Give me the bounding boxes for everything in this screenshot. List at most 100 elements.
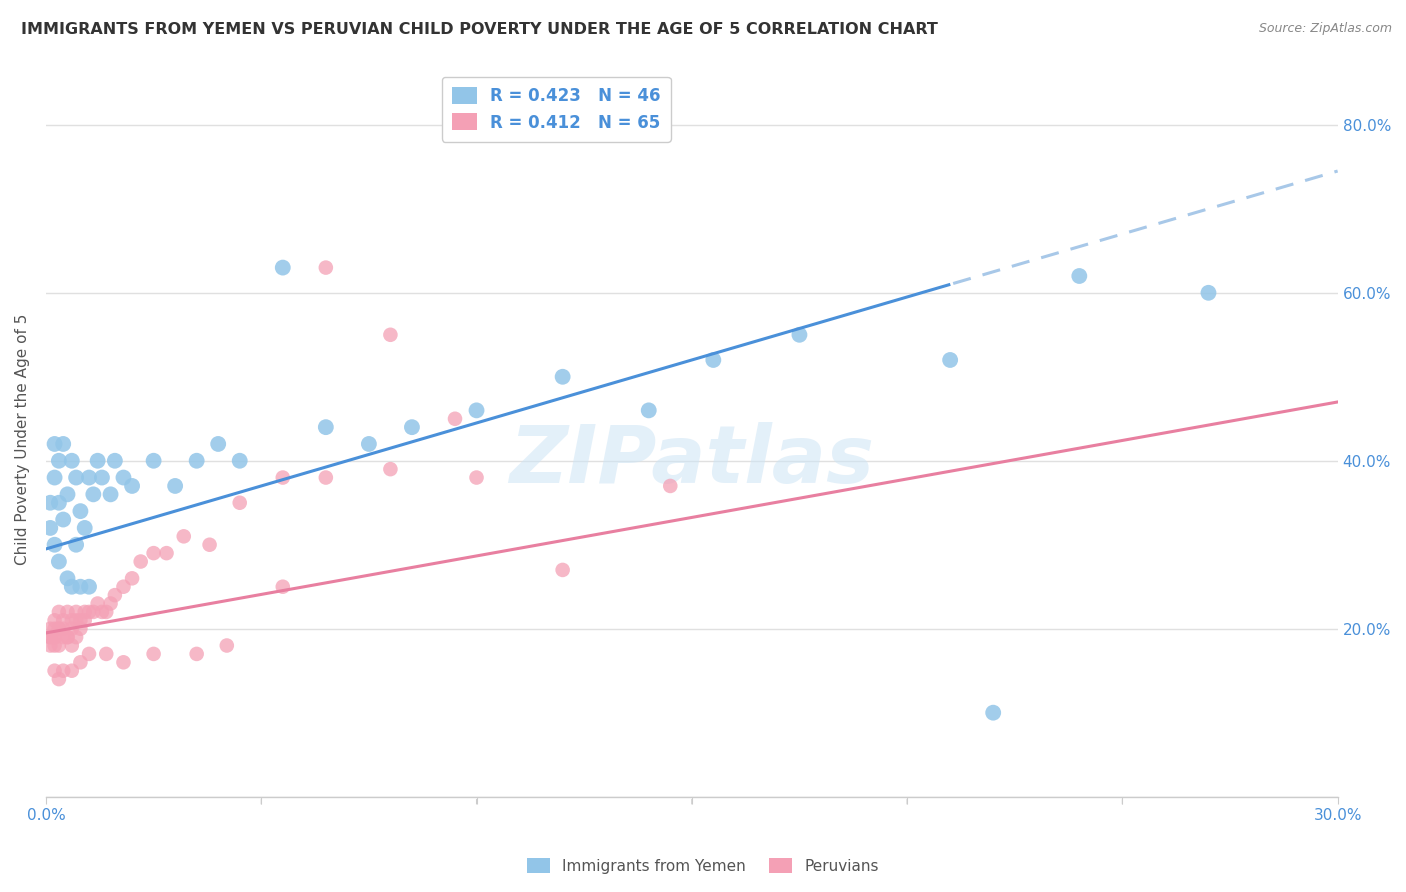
Point xyxy=(86,454,108,468)
Point xyxy=(69,655,91,669)
Point xyxy=(39,630,62,644)
Point xyxy=(52,622,75,636)
Point xyxy=(44,470,66,484)
Point xyxy=(228,454,250,468)
Point xyxy=(44,613,66,627)
Point xyxy=(104,454,127,468)
Point xyxy=(186,454,208,468)
Point xyxy=(73,605,96,619)
Point xyxy=(65,630,87,644)
Point xyxy=(48,454,70,468)
Point xyxy=(789,327,811,342)
Point xyxy=(39,521,62,535)
Point xyxy=(121,479,143,493)
Point xyxy=(56,605,79,619)
Legend: R = 0.423   N = 46, R = 0.412   N = 65: R = 0.423 N = 46, R = 0.412 N = 65 xyxy=(441,77,671,142)
Text: IMMIGRANTS FROM YEMEN VS PERUVIAN CHILD POVERTY UNDER THE AGE OF 5 CORRELATION C: IMMIGRANTS FROM YEMEN VS PERUVIAN CHILD … xyxy=(21,22,938,37)
Point xyxy=(69,504,91,518)
Point xyxy=(77,580,100,594)
Point xyxy=(96,605,118,619)
Point xyxy=(271,580,294,594)
Point xyxy=(48,622,70,636)
Point xyxy=(48,496,70,510)
Point xyxy=(315,260,337,275)
Point xyxy=(52,437,75,451)
Point xyxy=(65,538,87,552)
Point xyxy=(357,437,380,451)
Point xyxy=(702,353,724,368)
Point xyxy=(142,454,165,468)
Point xyxy=(56,571,79,585)
Point xyxy=(77,470,100,484)
Point xyxy=(60,622,83,636)
Point xyxy=(380,327,402,342)
Point xyxy=(52,664,75,678)
Legend: Immigrants from Yemen, Peruvians: Immigrants from Yemen, Peruvians xyxy=(522,852,884,880)
Point xyxy=(939,353,962,368)
Point xyxy=(100,597,122,611)
Point xyxy=(52,630,75,644)
Point xyxy=(104,588,127,602)
Point xyxy=(60,664,83,678)
Point xyxy=(39,630,62,644)
Point xyxy=(48,622,70,636)
Point xyxy=(44,538,66,552)
Point xyxy=(60,613,83,627)
Point xyxy=(637,403,659,417)
Point xyxy=(44,639,66,653)
Y-axis label: Child Poverty Under the Age of 5: Child Poverty Under the Age of 5 xyxy=(15,314,30,566)
Point xyxy=(186,647,208,661)
Point xyxy=(39,496,62,510)
Point xyxy=(48,672,70,686)
Point xyxy=(82,605,104,619)
Text: ZIPatlas: ZIPatlas xyxy=(509,422,875,500)
Point xyxy=(112,470,135,484)
Point xyxy=(44,630,66,644)
Point xyxy=(65,470,87,484)
Point xyxy=(112,580,135,594)
Point xyxy=(48,555,70,569)
Point xyxy=(1198,285,1220,300)
Point xyxy=(91,470,114,484)
Point xyxy=(401,420,423,434)
Point xyxy=(52,512,75,526)
Point xyxy=(551,563,574,577)
Point xyxy=(465,470,488,484)
Point xyxy=(215,639,238,653)
Point xyxy=(380,462,402,476)
Point xyxy=(142,546,165,560)
Point xyxy=(73,613,96,627)
Point xyxy=(44,664,66,678)
Point xyxy=(659,479,682,493)
Point xyxy=(48,639,70,653)
Point xyxy=(198,538,221,552)
Point xyxy=(444,411,467,425)
Point xyxy=(142,647,165,661)
Point xyxy=(39,622,62,636)
Point xyxy=(165,479,187,493)
Point xyxy=(91,605,114,619)
Point xyxy=(155,546,177,560)
Point xyxy=(39,639,62,653)
Point xyxy=(69,613,91,627)
Point xyxy=(56,630,79,644)
Point xyxy=(65,613,87,627)
Point xyxy=(315,470,337,484)
Point xyxy=(69,622,91,636)
Point xyxy=(207,437,229,451)
Point xyxy=(44,437,66,451)
Point xyxy=(981,706,1004,720)
Point xyxy=(551,369,574,384)
Point xyxy=(129,555,152,569)
Point xyxy=(112,655,135,669)
Point xyxy=(60,580,83,594)
Point xyxy=(465,403,488,417)
Point xyxy=(44,622,66,636)
Point xyxy=(60,454,83,468)
Point xyxy=(77,647,100,661)
Point xyxy=(77,605,100,619)
Point xyxy=(48,605,70,619)
Point xyxy=(100,487,122,501)
Point xyxy=(86,597,108,611)
Point xyxy=(73,521,96,535)
